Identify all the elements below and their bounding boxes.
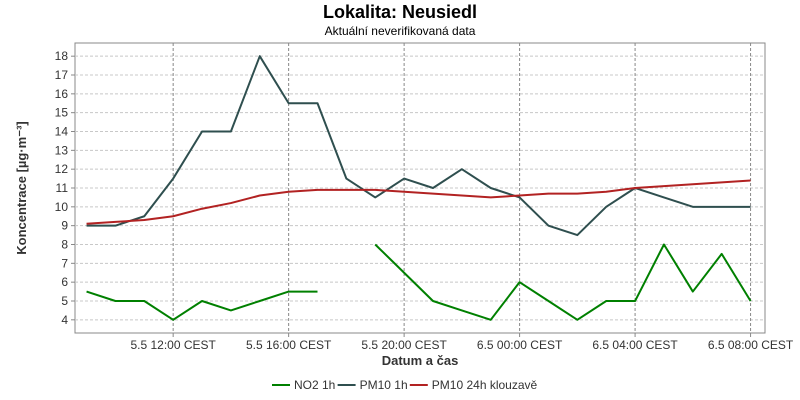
legend-label-pm10-24h-klouzav: PM10 24h klouzavě [432, 378, 538, 392]
x-tick-label: 5.5 16:00 CEST [246, 338, 332, 352]
x-axis-ticks: 5.5 12:00 CEST 5.5 16:00 CEST 5.5 20:00 CE… [130, 333, 794, 352]
y-tick-label: 4 [61, 313, 68, 327]
y-tick-label: 15 [55, 106, 69, 120]
y-tick-label: 10 [55, 200, 69, 214]
x-tick-label: 5.5 20:00 CEST [361, 338, 447, 352]
y-tick-label: 6 [61, 275, 68, 289]
x-tick-label: 6.5 04:00 CEST [592, 338, 678, 352]
legend: NO2 1h PM10 1h PM10 24h klouzavě [272, 378, 538, 392]
y-tick-label: 5 [61, 294, 68, 308]
y-tick-label: 18 [55, 49, 69, 63]
series-line-pm10-1h [86, 55, 751, 237]
x-tick-label: 5.5 12:00 CEST [130, 338, 216, 352]
legend-label-no2-1h: NO2 1h [294, 378, 335, 392]
y-tick-label: 9 [61, 219, 68, 233]
y-tick-label: 11 [56, 181, 69, 195]
x-tick-label: 6.5 00:00 CEST [477, 338, 563, 352]
y-tick-label: 17 [55, 68, 69, 82]
y-tick-label: 7 [61, 256, 68, 270]
chart-subtitle: Aktuální neverifikovaná data [325, 24, 476, 38]
y-tick-label: 8 [61, 237, 68, 251]
legend-label-pm10-1h: PM10 1h [360, 378, 408, 392]
y-tick-label: 16 [55, 87, 69, 101]
y-tick-label: 14 [55, 125, 69, 139]
series-layer [86, 55, 752, 321]
x-axis-label: Datum a čas [382, 353, 459, 368]
y-tick-label: 13 [55, 143, 69, 157]
series-line-no2-1h [86, 243, 752, 321]
series-line-pm10-24h-klouzav [86, 179, 751, 225]
y-tick-label: 12 [55, 162, 69, 176]
x-tick-label: 6.5 08:00 CEST [708, 338, 794, 352]
y-axis-ticks: 4 5 6 7 8 9 10 11 12 13 14 15 16 17 18 [55, 49, 75, 327]
y-axis-label: Koncentrace [µg·m⁻³] [14, 121, 29, 255]
chart-title: Lokalita: Neusiedl [323, 2, 477, 22]
